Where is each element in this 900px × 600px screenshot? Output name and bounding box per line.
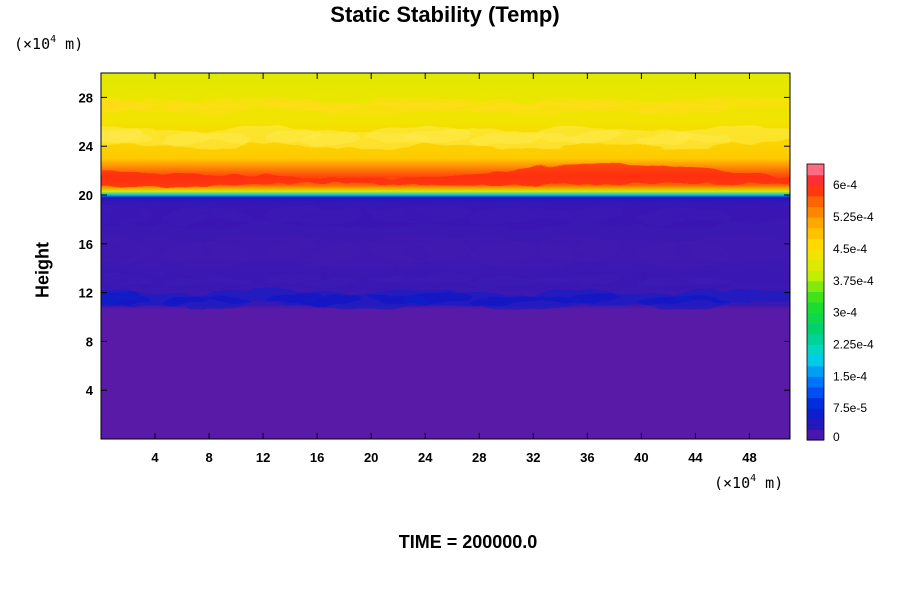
colorbar-swatch xyxy=(807,291,824,303)
colorbar-label: 3e-4 xyxy=(833,306,857,320)
x-axis: 4 8 12 16 20 24 28 32 36 40 44 48 xyxy=(151,73,757,465)
y-tick-label: 8 xyxy=(86,334,93,349)
colorbar-swatch xyxy=(807,195,824,208)
colorbar-label: 1.5e-4 xyxy=(833,369,867,383)
x-tick-label: 4 xyxy=(151,450,159,465)
colorbar-swatch xyxy=(807,418,824,430)
colorbar-swatch xyxy=(807,429,824,441)
y-tick-label: 16 xyxy=(79,237,93,252)
stability-ridge xyxy=(101,164,790,187)
colorbar-swatch xyxy=(807,174,824,186)
colorbar-swatch xyxy=(807,280,824,292)
colorbar-swatch xyxy=(807,355,824,367)
x-tick-label: 36 xyxy=(580,450,594,465)
x-tick-label: 32 xyxy=(526,450,540,465)
time-caption: TIME = 200000.0 xyxy=(398,532,538,552)
colorbar-swatch xyxy=(807,365,824,377)
colorbar: 0 7.5e-5 1.5e-4 2.25e-4 3e-4 3.75e-4 4.5e-4 5.2… xyxy=(806,163,874,444)
colorbar-swatch xyxy=(807,248,824,261)
colorbar-swatch xyxy=(807,227,824,239)
colorbar-swatch xyxy=(807,217,824,229)
colorbar-label: 4.5e-4 xyxy=(833,242,867,256)
colorbar-swatch xyxy=(807,312,824,324)
colorbar-label: 6e-4 xyxy=(833,178,857,192)
x-axis-unit: (×104 m) xyxy=(714,473,784,492)
x-tick-label: 8 xyxy=(205,450,212,465)
colorbar-swatch xyxy=(807,344,824,356)
colorbar-label: 3.75e-4 xyxy=(833,274,874,288)
y-tick-label: 24 xyxy=(79,139,94,154)
colorbar-swatch xyxy=(807,397,824,409)
x-tick-label: 12 xyxy=(256,450,270,465)
colorbar-swatch xyxy=(807,164,824,176)
colorbar-label: 0 xyxy=(833,430,840,444)
plot-frame xyxy=(100,72,791,440)
y-tick-label: 12 xyxy=(79,286,93,301)
x-tick-label: 24 xyxy=(418,450,433,465)
y-axis: 4 8 12 16 20 24 28 xyxy=(79,90,790,398)
x-tick-label: 44 xyxy=(688,450,703,465)
colorbar-swatch xyxy=(807,376,824,388)
x-tick-label: 48 xyxy=(742,450,756,465)
colorbar-swatch xyxy=(807,386,824,399)
colorbar-swatch xyxy=(807,302,824,314)
colorbar-swatch xyxy=(807,270,824,282)
x-tick-label: 28 xyxy=(472,450,486,465)
colorbar-swatch xyxy=(807,408,824,420)
y-axis-unit: (×104 m) xyxy=(14,34,84,53)
y-tick-label: 28 xyxy=(79,90,93,105)
colorbar-label: 7.5e-5 xyxy=(833,401,867,415)
colorbar-swatch xyxy=(807,206,824,218)
colorbar-swatch xyxy=(807,259,824,271)
field-texture xyxy=(101,96,790,310)
colorbar-swatch xyxy=(807,185,824,197)
x-tick-label: 20 xyxy=(364,450,378,465)
y-tick-label: 4 xyxy=(86,383,94,398)
heatmap-field xyxy=(101,73,790,439)
colorbar-swatch xyxy=(807,333,824,346)
x-tick-label: 40 xyxy=(634,450,648,465)
x-tick-label: 16 xyxy=(310,450,324,465)
chart-title: Static Stability (Temp) xyxy=(330,2,560,27)
colorbar-swatch xyxy=(807,238,824,250)
y-tick-label: 20 xyxy=(79,188,93,203)
colorbar-swatch xyxy=(807,323,824,335)
colorbar-label: 5.25e-4 xyxy=(833,210,874,224)
colorbar-frame xyxy=(806,163,825,441)
colorbar-label: 2.25e-4 xyxy=(833,337,874,351)
